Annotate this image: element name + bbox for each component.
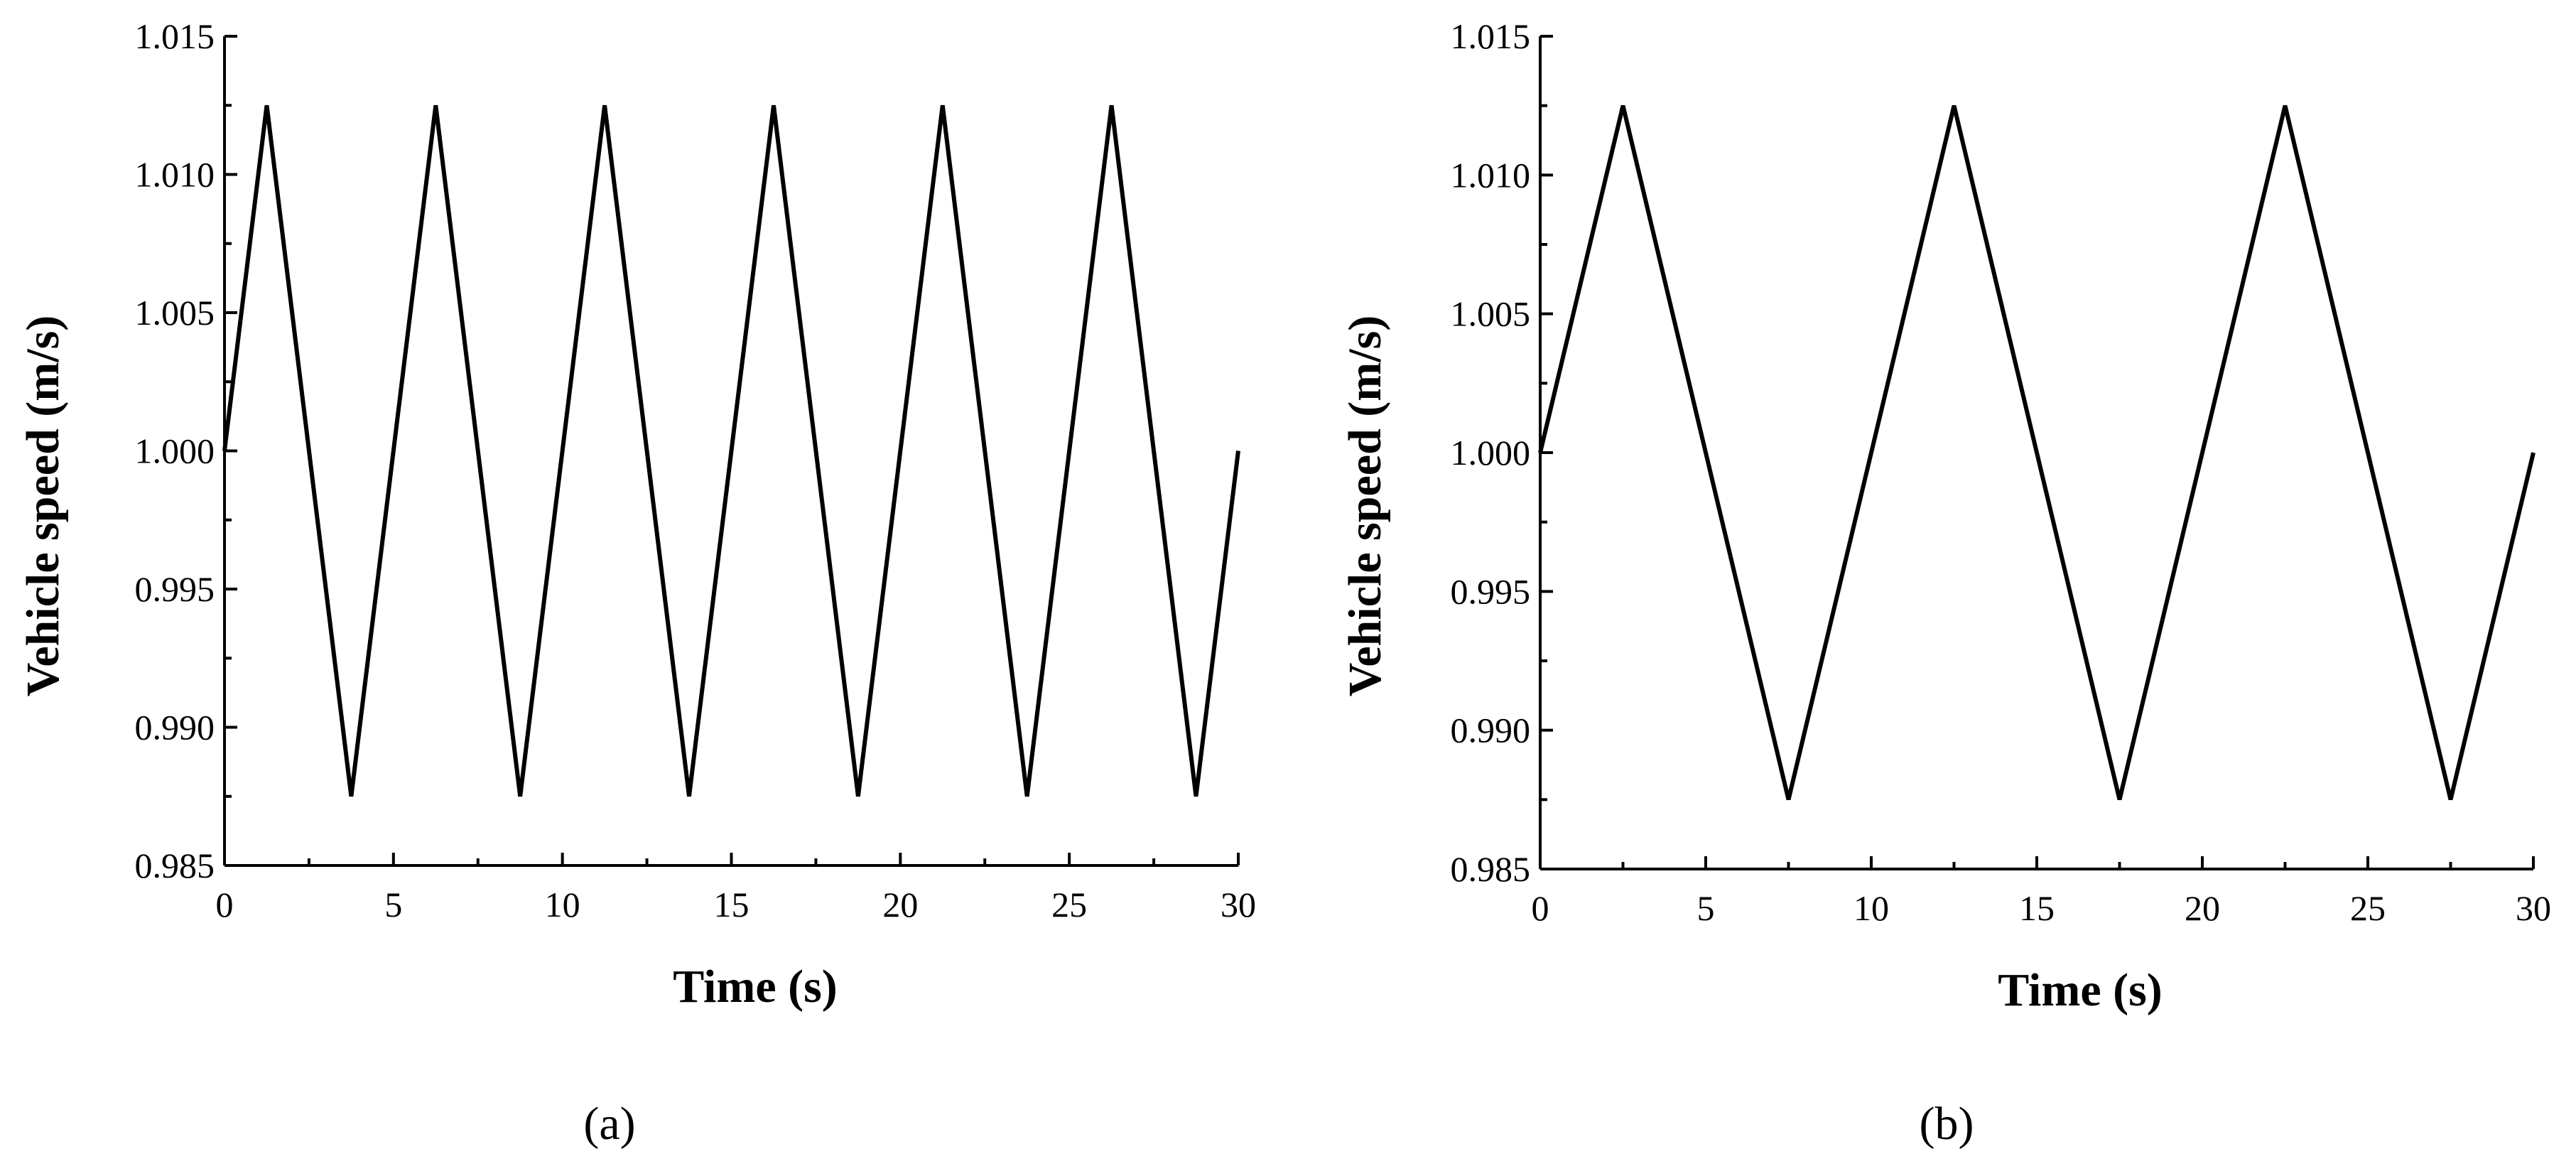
x-tick-label: 30: [1221, 885, 1256, 924]
y-tick-label: 1.010: [1451, 155, 1531, 195]
y-tick-label: 0.985: [1451, 849, 1531, 889]
chart-panel-b: 0.985 0.990 0.995 1.000 1.005 1.010 1.015 0 5 10 1…: [1339, 16, 2551, 1150]
series-line: [222, 104, 1240, 797]
series-line: [1538, 105, 2536, 800]
panel-label-b: (b): [1920, 1098, 1974, 1150]
x-tick-label: 30: [2516, 888, 2551, 928]
x-tick-label: 25: [2350, 888, 2386, 928]
x-tick-label: 10: [1853, 888, 1889, 928]
x-tick-label: 5: [384, 885, 402, 924]
chart-panel-a: 0.985 0.990 0.995 1.000 1.005 1.010 1.015 0 5 10 1…: [17, 16, 1256, 1150]
x-tick-label: 20: [2185, 888, 2220, 928]
x-axis-label: Time (s): [1998, 964, 2163, 1016]
x-tick-label: 0: [216, 885, 234, 924]
x-tick-label: 15: [2019, 888, 2055, 928]
y-tick-label: 0.995: [1451, 571, 1531, 611]
y-tick-label: 0.995: [135, 569, 215, 609]
y-tick-label: 1.010: [135, 155, 215, 195]
y-axis-label: Vehicle speed (m/s): [17, 315, 69, 697]
y-tick-label: 1.005: [1451, 294, 1531, 334]
y-tick-label: 1.005: [135, 293, 215, 333]
series-group: [222, 104, 1240, 797]
y-tick-label: 1.015: [135, 16, 215, 56]
x-tick-label: 25: [1051, 885, 1087, 924]
x-tick-label: 20: [882, 885, 918, 924]
x-tick-label: 15: [714, 885, 749, 924]
x-tick-label: 5: [1697, 888, 1715, 928]
panel-label-a: (a): [583, 1098, 635, 1150]
series-group: [1538, 105, 2536, 800]
axes: 0.985 0.990 0.995 1.000 1.005 1.010 1.015 0 5 10 1…: [1451, 16, 2552, 928]
y-tick-label: 1.000: [1451, 433, 1531, 473]
axes: 0.985 0.990 0.995 1.000 1.005 1.010 1.015 0 5 10 1…: [135, 16, 1257, 924]
x-axis-label: Time (s): [673, 961, 838, 1013]
x-tick-label: 10: [545, 885, 580, 924]
y-tick-label: 1.015: [1451, 16, 1531, 56]
y-tick-label: 0.990: [1451, 711, 1531, 750]
x-tick-label: 0: [1532, 888, 1549, 928]
y-axis-label: Vehicle speed (m/s): [1339, 315, 1391, 697]
y-tick-label: 0.990: [135, 708, 215, 748]
y-tick-label: 0.985: [135, 846, 215, 885]
y-tick-label: 1.000: [135, 431, 215, 471]
